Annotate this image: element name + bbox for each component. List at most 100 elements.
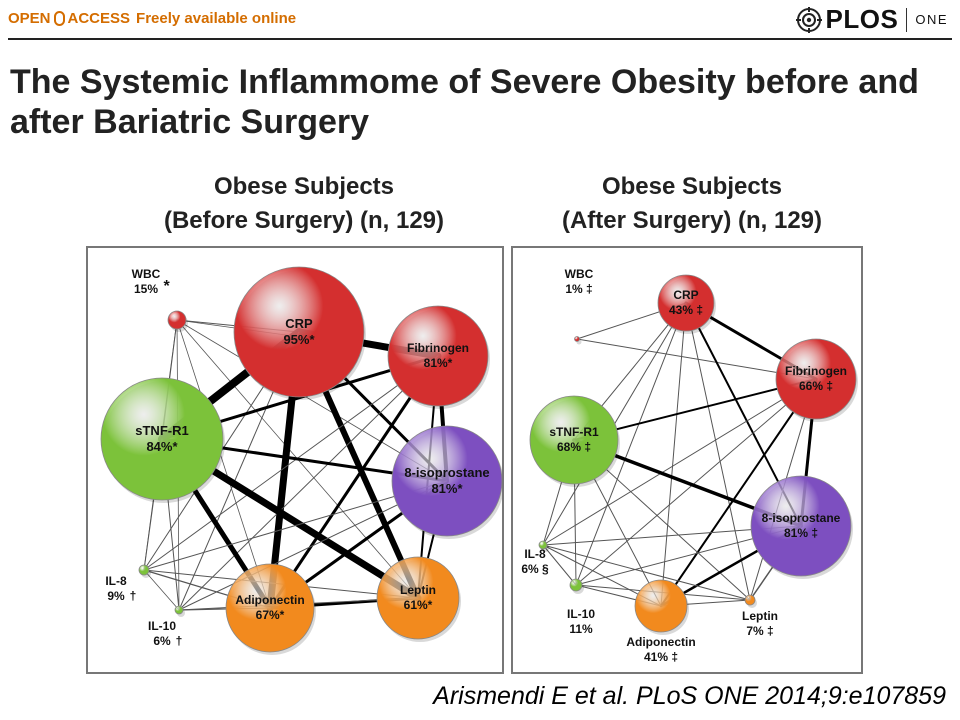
node-wbc-circle <box>167 310 187 330</box>
panel-title-after-line-1: Obese Subjects <box>601 173 783 200</box>
node-il8-circle <box>538 540 548 550</box>
node-adipo-circle <box>634 579 688 633</box>
node-il10-value: 11% <box>569 622 593 636</box>
edge-wbc-adipo <box>176 319 271 609</box>
node-fib-name: Fibrinogen <box>785 364 847 378</box>
node-il8-name: IL-8 <box>105 574 127 588</box>
edge-fib-il10 <box>575 378 817 586</box>
node-leptin-circle <box>376 556 460 640</box>
node-il10-mark: † <box>176 634 183 648</box>
node-adipo-name: Adiponectin <box>626 635 695 649</box>
article-title: The Systemic Inflammome of Severe Obesit… <box>10 62 955 142</box>
node-il8: IL-89% † <box>105 564 151 603</box>
panel-title-after-line-2: (After Surgery) (n, 129) <box>561 207 823 234</box>
node-fib-name: Fibrinogen <box>407 341 469 355</box>
node-iso-circle <box>391 425 502 537</box>
node-wbc-mark: * <box>164 278 171 295</box>
node-adipo-value: 41% ‡ <box>644 650 678 664</box>
node-iso-name: 8-isoprostane <box>762 511 841 525</box>
node-il10: IL-106% † <box>148 605 185 648</box>
node-leptin-value: 61%* <box>404 598 433 612</box>
node-crp-value: 95%* <box>283 332 315 347</box>
node-leptin-name: Leptin <box>742 609 778 623</box>
edge-fib-il8 <box>542 378 817 546</box>
node-il8-name: IL-8 <box>524 547 546 561</box>
node-fib-circle <box>775 338 857 420</box>
citation: Arismendi E et al. PLoS ONE 2014;9:e1078… <box>433 682 946 710</box>
node-il8-value: 6% § <box>521 562 549 576</box>
node-il10-circle <box>569 578 583 592</box>
edge-il8-leptin <box>542 544 751 601</box>
node-adipo-circle <box>225 563 315 653</box>
node-fib-value: 66% ‡ <box>799 379 833 393</box>
node-crp-circle <box>657 274 715 332</box>
edge-il8-il10 <box>143 569 180 611</box>
node-il10-circle <box>174 605 184 615</box>
node-wbc-circle <box>574 336 580 342</box>
node-il8-circle <box>138 564 150 576</box>
node-crp-name: CRP <box>285 316 313 331</box>
node-iso-circle <box>750 475 852 577</box>
panel-title-after: Obese Subjects (After Surgery) (n, 129) <box>472 170 912 238</box>
network-panel-before: WBC 15% * CRP 95%* Fibrinogen 81%* sTNF-R1 84%* 8… <box>86 246 504 674</box>
article-title-line-2: after Bariatric Surgery <box>10 103 370 141</box>
node-wbc-name: WBC <box>132 267 161 281</box>
edge-crp-leptin <box>685 302 751 601</box>
edge-fib-adipo <box>268 354 440 610</box>
edge-fib-il10 <box>178 355 439 611</box>
plos-one-logo: PLOS ONE <box>795 4 948 35</box>
node-iso-name: 8-isoprostane <box>404 465 489 480</box>
node-adipo-value: 67%* <box>256 608 285 622</box>
node-il10-name: IL-10 <box>567 607 595 621</box>
logo-divider <box>906 7 908 32</box>
node-crp-value: 43% ‡ <box>669 303 703 317</box>
node-il10-value: 6% <box>153 634 171 648</box>
network-panel-after: WBC 1% ‡ CRP 43% ‡ Fibrinogen 66% ‡ sTNF-R1 68%… <box>511 246 863 674</box>
node-il8: IL-86% § <box>521 540 549 576</box>
journal-header: OPEN ACCESS Freely available online PLOS… <box>8 4 952 40</box>
edge-crp-adipo <box>660 302 687 607</box>
edge-il8-il10 <box>542 544 577 586</box>
node-wbc-value: 15% <box>134 282 158 296</box>
panel-title-before: Obese Subjects (Before Surgery) (n, 129) <box>84 170 524 238</box>
node-stnf-name: sTNF-R1 <box>549 425 599 439</box>
node-fib-value: 81%* <box>424 356 453 370</box>
plos-wordmark: PLOS <box>825 4 899 34</box>
panel-title-before-line-1: Obese Subjects <box>213 173 395 200</box>
plos-globe-icon <box>795 6 822 33</box>
node-wbc-value: 1% ‡ <box>565 282 592 296</box>
node-iso-value: 81% ‡ <box>784 526 818 540</box>
node-leptin-name: Leptin <box>400 583 436 597</box>
freely-available-label: Freely available online <box>136 10 297 27</box>
node-il8-value: 9% <box>107 589 125 603</box>
edge-fib-il8 <box>143 355 439 571</box>
panel-title-before-line-2: (Before Surgery) (n, 129) <box>163 207 445 234</box>
article-title-line-1: The Systemic Inflammome of Severe Obesit… <box>10 63 919 101</box>
node-il10-name: IL-10 <box>148 619 176 633</box>
node-leptin-circle <box>744 594 756 606</box>
node-crp-name: CRP <box>673 288 698 302</box>
node-iso-value: 81%* <box>431 481 463 496</box>
one-wordmark: ONE <box>915 12 948 27</box>
edge-crp-il10 <box>575 302 687 586</box>
node-stnf-circle <box>100 377 224 501</box>
node-stnf-name: sTNF-R1 <box>135 423 188 438</box>
open-lock-icon <box>53 11 65 26</box>
